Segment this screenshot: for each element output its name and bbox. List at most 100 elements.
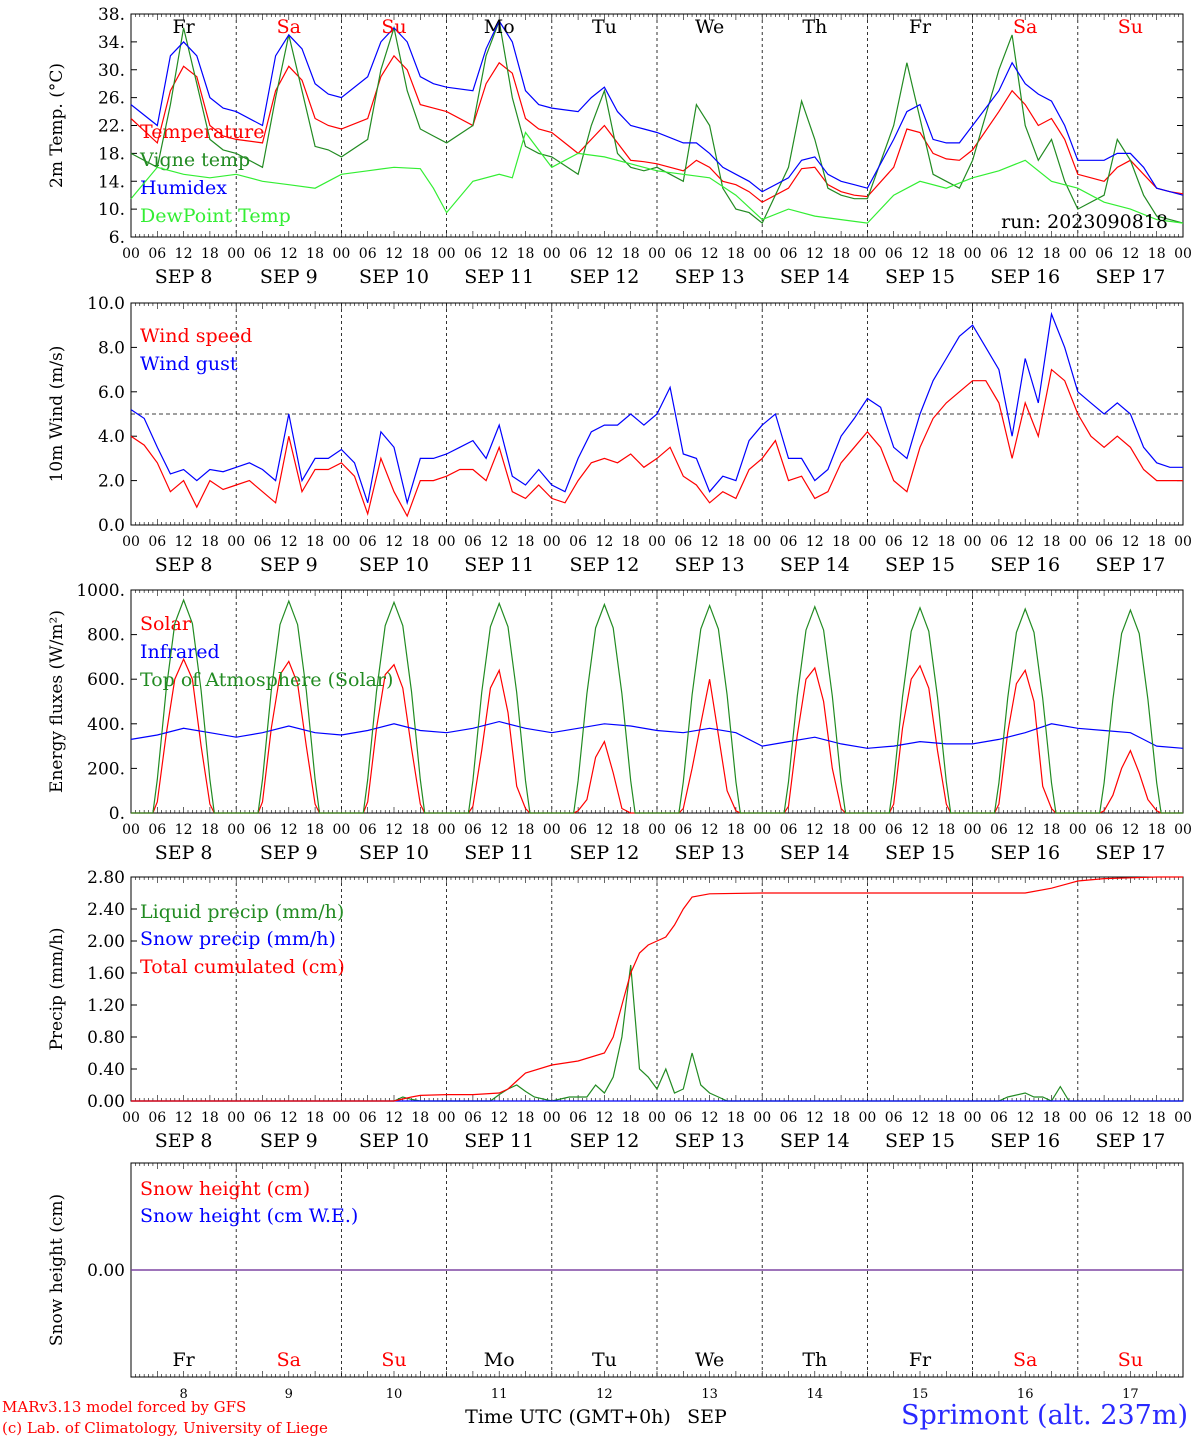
x-hour-label: 00 <box>332 1110 350 1126</box>
x-hour-label: 00 <box>332 822 350 838</box>
x-hour-label: 00 <box>543 246 561 262</box>
x-hour-label: 18 <box>306 246 324 262</box>
x-hour-label: 06 <box>148 1110 166 1126</box>
x-hour-label: 00 <box>964 1110 982 1126</box>
x-hour-label: 12 <box>701 822 719 838</box>
bottom-weekday-label: Su <box>381 1349 406 1371</box>
x-date-label: SEP 12 <box>569 1130 639 1152</box>
x-hour-label: 12 <box>806 822 824 838</box>
x-hour-label: 18 <box>622 1110 640 1126</box>
x-hour-label: 00 <box>964 822 982 838</box>
x-hour-label: 00 <box>122 1110 140 1126</box>
x-hour-label: 12 <box>385 534 403 550</box>
x-hour-label: 06 <box>885 246 903 262</box>
x-hour-label: 18 <box>306 822 324 838</box>
bottom-day-number: 16 <box>1017 1387 1034 1402</box>
x-date-label: SEP 16 <box>990 554 1060 576</box>
weekday-label: Su <box>381 16 406 38</box>
x-hour-label: 00 <box>1069 534 1087 550</box>
x-hour-label: 06 <box>1095 1110 1113 1126</box>
x-date-label: SEP 15 <box>885 554 955 576</box>
x-hour-label: 18 <box>1148 1110 1166 1126</box>
y-tick-label: 600. <box>87 670 125 690</box>
x-hour-label: 12 <box>806 246 824 262</box>
x-hour-label: 00 <box>543 534 561 550</box>
x-hour-label: 12 <box>701 246 719 262</box>
bottom-weekday-label: Mo <box>484 1349 515 1371</box>
x-hour-label: 12 <box>175 1110 193 1126</box>
x-hour-label: 00 <box>648 534 666 550</box>
x-hour-label: 00 <box>753 246 771 262</box>
legend-entry: DewPoint Temp <box>140 205 291 227</box>
x-hour-label: 12 <box>385 1110 403 1126</box>
x-hour-label: 06 <box>674 246 692 262</box>
weekday-label: Tu <box>592 16 617 38</box>
x-hour-label: 06 <box>359 822 377 838</box>
y-tick-label: 0.40 <box>87 1060 125 1080</box>
x-date-label: SEP 14 <box>780 1130 850 1152</box>
series-line-1 <box>130 311 1183 506</box>
x-hour-label: 00 <box>332 246 350 262</box>
bottom-day-number: 14 <box>807 1387 824 1402</box>
legend-entry: Wind gust <box>140 353 238 375</box>
weekday-label: Fr <box>909 16 932 38</box>
x-hour-label: 00 <box>858 534 876 550</box>
x-hour-label: 06 <box>569 1110 587 1126</box>
x-date-label: SEP 17 <box>1095 266 1165 288</box>
x-date-label: SEP 14 <box>780 842 850 864</box>
x-hour-label: 00 <box>1069 246 1087 262</box>
x-hour-label: 06 <box>780 822 798 838</box>
x-hour-label: 06 <box>780 534 798 550</box>
weekday-label: Th <box>802 16 827 38</box>
x-hour-label: 00 <box>438 534 456 550</box>
legend-entry: Temperature <box>140 121 264 143</box>
x-hour-label: 18 <box>411 1110 429 1126</box>
x-hour-label: 06 <box>1095 246 1113 262</box>
weekday-label: Mo <box>484 16 515 38</box>
x-date-label: SEP 10 <box>359 554 429 576</box>
x-hour-label: 06 <box>780 246 798 262</box>
x-hour-label: 18 <box>727 534 745 550</box>
x-hour-label: 18 <box>1043 246 1061 262</box>
x-hour-label: 06 <box>1095 534 1113 550</box>
x-hour-label: 00 <box>648 246 666 262</box>
x-hour-label: 00 <box>122 246 140 262</box>
x-hour-label: 12 <box>490 822 508 838</box>
x-hour-label: 06 <box>990 534 1008 550</box>
x-hour-label: 18 <box>411 534 429 550</box>
x-hour-label: 06 <box>885 534 903 550</box>
x-hour-label: 12 <box>1016 534 1034 550</box>
bottom-day-number: 8 <box>179 1387 187 1402</box>
legend-entry: Vigne temp <box>139 149 250 171</box>
x-hour-label: 06 <box>359 1110 377 1126</box>
x-hour-label: 06 <box>674 534 692 550</box>
x-hour-label: 12 <box>806 1110 824 1126</box>
x-hour-label: 06 <box>254 1110 272 1126</box>
x-date-label: SEP 13 <box>675 842 745 864</box>
x-hour-label: 06 <box>254 822 272 838</box>
x-hour-label: 06 <box>885 822 903 838</box>
x-hour-label: 00 <box>1069 1110 1087 1126</box>
x-date-label: SEP 12 <box>569 842 639 864</box>
bottom-day-number: 9 <box>285 1387 293 1402</box>
x-date-label: SEP 9 <box>260 1130 318 1152</box>
y-axis-label: 10m Wind (m/s) <box>47 346 67 483</box>
x-hour-label: 12 <box>1016 246 1034 262</box>
x-date-label: SEP 17 <box>1095 842 1165 864</box>
x-hour-label: 06 <box>780 1110 798 1126</box>
x-hour-label: 00 <box>1174 822 1192 838</box>
x-date-label: SEP 10 <box>359 842 429 864</box>
x-hour-label: 06 <box>464 534 482 550</box>
x-hour-label: 00 <box>964 246 982 262</box>
x-hour-label: 00 <box>438 246 456 262</box>
x-hour-label: 12 <box>806 534 824 550</box>
x-hour-label: 18 <box>1148 822 1166 838</box>
y-tick-label: 6. <box>109 228 125 248</box>
x-hour-label: 00 <box>543 822 561 838</box>
x-date-label: SEP 9 <box>260 554 318 576</box>
x-hour-label: 18 <box>1043 822 1061 838</box>
x-hour-label: 00 <box>122 534 140 550</box>
x-date-label: SEP 8 <box>155 266 213 288</box>
x-hour-label: 12 <box>595 246 613 262</box>
